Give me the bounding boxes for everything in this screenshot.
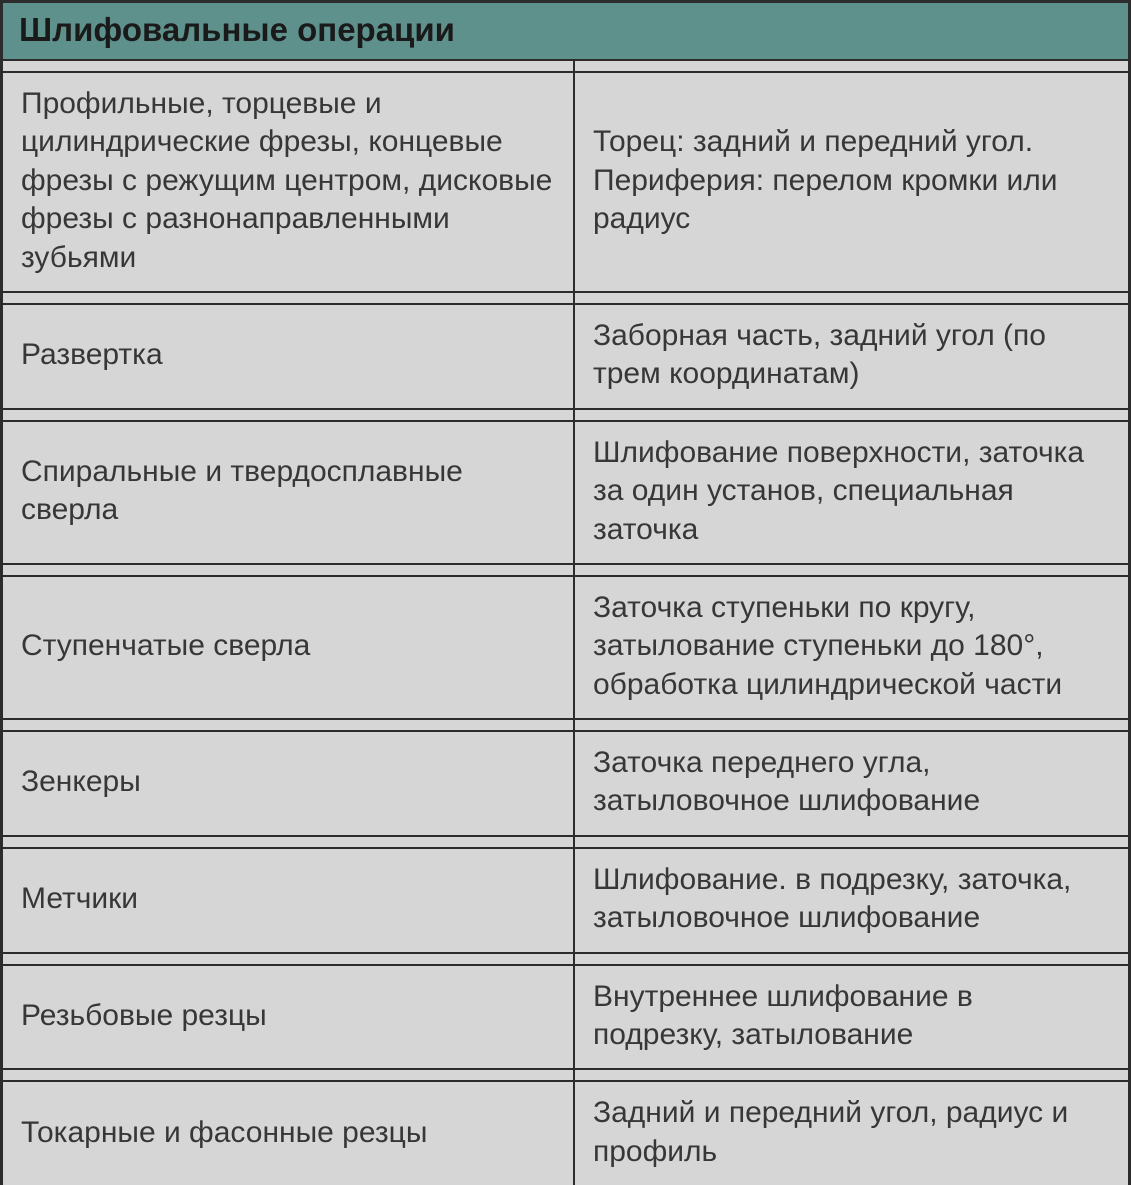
cell-operation: Торец: задний и передний угол. Периферия… [575, 73, 1128, 291]
cell-operation: Внутреннее шлифование в подрезку, затыло… [575, 966, 1128, 1069]
cell-operation: Задний и передний угол, радиус и профиль [575, 1082, 1128, 1185]
table-row: Развертка Заборная часть, задний угол (по… [3, 303, 1128, 408]
cell-operation-text: Внутреннее шлифование в подрезку, затыло… [593, 978, 1110, 1055]
row-spacer [3, 59, 1128, 71]
row-spacer [3, 718, 1128, 730]
cell-operation-text: Задний и передний угол, радиус и профиль [593, 1094, 1110, 1171]
cell-tool: Зенкеры [3, 732, 575, 835]
cell-tool: Резьбовые резцы [3, 966, 575, 1069]
table-row: Профильные, торцевые и цилиндрические фр… [3, 71, 1128, 291]
cell-tool-text: Зенкеры [21, 763, 141, 801]
cell-operation-text: Шлифование поверхности, заточка за один … [593, 434, 1110, 549]
cell-tool: Метчики [3, 849, 575, 952]
grinding-operations-table: Шлифовальные операции Профильные, торцев… [0, 0, 1131, 1185]
row-spacer [3, 563, 1128, 575]
cell-tool-text: Профильные, торцевые и цилиндрические фр… [21, 85, 555, 277]
table-header: Шлифовальные операции [3, 3, 1128, 59]
cell-operation-text: Заточка ступеньки по кругу, затылование … [593, 589, 1110, 704]
table-row: Метчики Шлифование. в подрезку, заточка, … [3, 847, 1128, 952]
cell-tool-text: Спиральные и твердосплавные сверла [21, 453, 555, 530]
cell-operation-text: Заборная часть, задний угол (по трем коо… [593, 317, 1110, 394]
table-row: Ступенчатые сверла Заточка ступеньки по к… [3, 575, 1128, 718]
cell-operation: Шлифование поверхности, заточка за один … [575, 422, 1128, 563]
row-spacer [3, 1068, 1128, 1080]
cell-tool: Ступенчатые сверла [3, 577, 575, 718]
row-spacer [3, 291, 1128, 303]
cell-tool-text: Токарные и фасонные резцы [21, 1114, 427, 1152]
cell-operation-text: Торец: задний и передний угол. Периферия… [593, 123, 1110, 238]
table-row: Токарные и фасонные резцы Задний и передн… [3, 1080, 1128, 1185]
cell-tool-text: Резьбовые резцы [21, 997, 267, 1035]
table-row: Спиральные и твердосплавные сверла Шлифов… [3, 420, 1128, 563]
cell-tool: Спиральные и твердосплавные сверла [3, 422, 575, 563]
table-title: Шлифовальные операции [19, 11, 455, 48]
cell-operation: Заточка переднего угла, затыловочное шли… [575, 732, 1128, 835]
cell-tool: Профильные, торцевые и цилиндрические фр… [3, 73, 575, 291]
table-row: Зенкеры Заточка переднего угла, затыловоч… [3, 730, 1128, 835]
row-spacer [3, 408, 1128, 420]
cell-tool-text: Метчики [21, 880, 138, 918]
cell-tool-text: Развертка [21, 336, 163, 374]
cell-tool: Развертка [3, 305, 575, 408]
cell-operation: Заточка ступеньки по кругу, затылование … [575, 577, 1128, 718]
cell-operation-text: Заточка переднего угла, затыловочное шли… [593, 744, 1110, 821]
cell-operation: Заборная часть, задний угол (по трем коо… [575, 305, 1128, 408]
row-spacer [3, 835, 1128, 847]
cell-tool: Токарные и фасонные резцы [3, 1082, 575, 1185]
cell-operation: Шлифование. в подрезку, заточка, затылов… [575, 849, 1128, 952]
row-spacer [3, 952, 1128, 964]
cell-operation-text: Шлифование. в подрезку, заточка, затылов… [593, 861, 1110, 938]
cell-tool-text: Ступенчатые сверла [21, 627, 310, 665]
table-row: Резьбовые резцы Внутреннее шлифование в п… [3, 964, 1128, 1069]
